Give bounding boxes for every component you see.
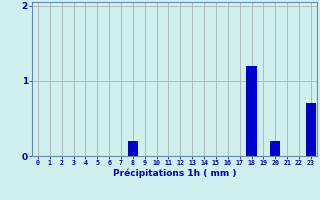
Bar	[128, 141, 138, 156]
X-axis label: Précipitations 1h ( mm ): Précipitations 1h ( mm )	[113, 169, 236, 178]
Bar	[306, 103, 316, 156]
Bar	[270, 141, 280, 156]
Bar	[246, 66, 257, 156]
